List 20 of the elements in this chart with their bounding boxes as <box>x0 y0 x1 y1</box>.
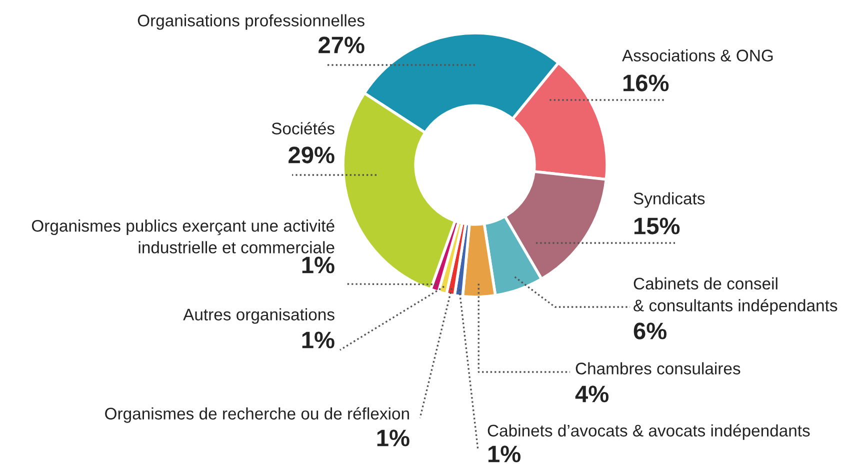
data-label: 15% <box>634 218 680 234</box>
data-label: 1% <box>488 446 521 462</box>
slice-label: Cabinets de conseil & consultants indépendants <box>634 277 838 315</box>
data-label: 27% <box>318 36 364 54</box>
slice-label: Organisations professionnelles <box>138 14 364 30</box>
data-label: 1% <box>302 332 334 348</box>
data-label: 6% <box>634 322 667 340</box>
data-label: 1% <box>302 256 334 274</box>
slice-label: Autres organisations <box>183 308 334 324</box>
data-label: 4% <box>575 386 609 402</box>
data-label: 29% <box>288 146 334 164</box>
slice-label: Organismes de recherche ou de réflexion <box>105 407 409 423</box>
slice-label: Syndicats <box>634 192 705 208</box>
slice-label: Cabinets d’avocats & avocats indépendants <box>488 424 810 440</box>
slice-label: Organismes publics exerçant une activité industrielle et commerciale <box>32 219 334 254</box>
slice-label: Chambres consulaires <box>576 362 740 374</box>
data-label: 1% <box>377 430 410 446</box>
slice-label: Sociétés <box>272 122 334 134</box>
data-label: 16% <box>623 74 669 92</box>
slice-label: Associations & ONG <box>622 49 773 62</box>
